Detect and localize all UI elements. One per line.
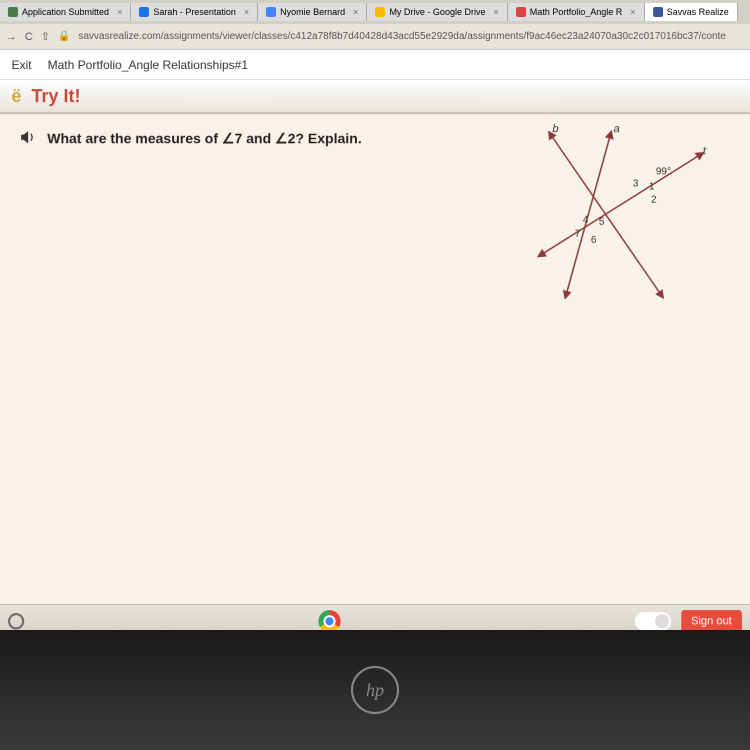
tab-icon bbox=[8, 7, 18, 17]
close-icon[interactable]: × bbox=[630, 7, 635, 17]
hp-logo: hp bbox=[351, 666, 399, 714]
tab-icon bbox=[266, 7, 276, 17]
chrome-icon[interactable] bbox=[318, 610, 340, 632]
svg-text:3: 3 bbox=[633, 178, 639, 189]
tab-label: Sarah - Presentation bbox=[153, 7, 236, 17]
browser-tab-bar: Application Submitted × Sarah - Presenta… bbox=[0, 0, 750, 24]
address-bar: → C ⇧ 🔒 savvasrealize.com/assignments/vi… bbox=[0, 24, 750, 50]
cortana-icon[interactable] bbox=[8, 613, 24, 629]
assignment-title: Math Portfolio_Angle Relationships#1 bbox=[48, 58, 248, 72]
svg-text:99°: 99° bbox=[656, 166, 671, 177]
svg-text:5: 5 bbox=[599, 217, 605, 228]
signout-button[interactable]: Sign out bbox=[681, 610, 742, 632]
tab-label: Math Portfolio_Angle R bbox=[530, 7, 623, 17]
close-icon[interactable]: × bbox=[353, 7, 358, 17]
try-it-bar: ë Try It! bbox=[0, 80, 750, 114]
svg-text:t: t bbox=[703, 145, 707, 157]
speaker-icon[interactable] bbox=[19, 130, 37, 144]
tab-label: Application Submitted bbox=[22, 7, 109, 17]
svg-text:6: 6 bbox=[591, 235, 597, 246]
tab-label: Savvas Realize bbox=[667, 7, 729, 17]
laptop-bezel: hp bbox=[0, 630, 750, 750]
close-icon[interactable]: × bbox=[244, 7, 249, 17]
svg-text:7: 7 bbox=[575, 229, 581, 240]
content-area: What are the measures of ∠7 and ∠2? Expl… bbox=[0, 114, 750, 636]
lock-icon: 🔒 bbox=[58, 31, 71, 42]
svg-text:b: b bbox=[552, 124, 558, 135]
svg-text:2: 2 bbox=[651, 195, 657, 206]
footer-right: Sign out bbox=[634, 610, 742, 632]
tab-sarah[interactable]: Sarah - Presentation × bbox=[131, 3, 258, 21]
home-icon[interactable]: ⇧ bbox=[41, 30, 50, 43]
tab-icon bbox=[375, 7, 385, 17]
svg-text:a: a bbox=[614, 124, 620, 135]
tab-icon bbox=[653, 7, 663, 17]
forward-icon[interactable]: → bbox=[6, 30, 17, 42]
tab-math-portfolio[interactable]: Math Portfolio_Angle R × bbox=[508, 3, 645, 21]
try-it-icon: ë bbox=[11, 86, 21, 107]
tab-icon bbox=[139, 7, 149, 17]
reload-icon[interactable]: C bbox=[25, 30, 33, 42]
url-text[interactable]: savvasrealize.com/assignments/viewer/cla… bbox=[78, 31, 726, 42]
tab-drive[interactable]: My Drive - Google Drive × bbox=[367, 3, 507, 21]
svg-text:4: 4 bbox=[583, 215, 589, 226]
svg-text:1: 1 bbox=[649, 181, 655, 192]
close-icon[interactable]: × bbox=[493, 7, 498, 17]
tab-label: My Drive - Google Drive bbox=[389, 7, 485, 17]
close-icon[interactable]: × bbox=[117, 7, 122, 17]
toggle-switch[interactable] bbox=[634, 612, 670, 630]
angle-diagram: b a t 99° 31 2 45 76 bbox=[510, 124, 711, 305]
screen-area: Application Submitted × Sarah - Presenta… bbox=[0, 0, 750, 637]
question-text: What are the measures of ∠7 and ∠2? Expl… bbox=[47, 130, 362, 147]
tab-nyomie[interactable]: Nyomie Bernard × bbox=[258, 3, 367, 21]
exit-button[interactable]: Exit bbox=[12, 58, 32, 72]
tab-savvas[interactable]: Savvas Realize bbox=[645, 3, 738, 21]
tab-label: Nyomie Bernard bbox=[280, 7, 345, 17]
tab-application[interactable]: Application Submitted × bbox=[0, 3, 131, 21]
tab-icon bbox=[516, 7, 526, 17]
try-it-label: Try It! bbox=[31, 86, 80, 107]
app-nav-bar: Exit Math Portfolio_Angle Relationships#… bbox=[0, 50, 750, 80]
